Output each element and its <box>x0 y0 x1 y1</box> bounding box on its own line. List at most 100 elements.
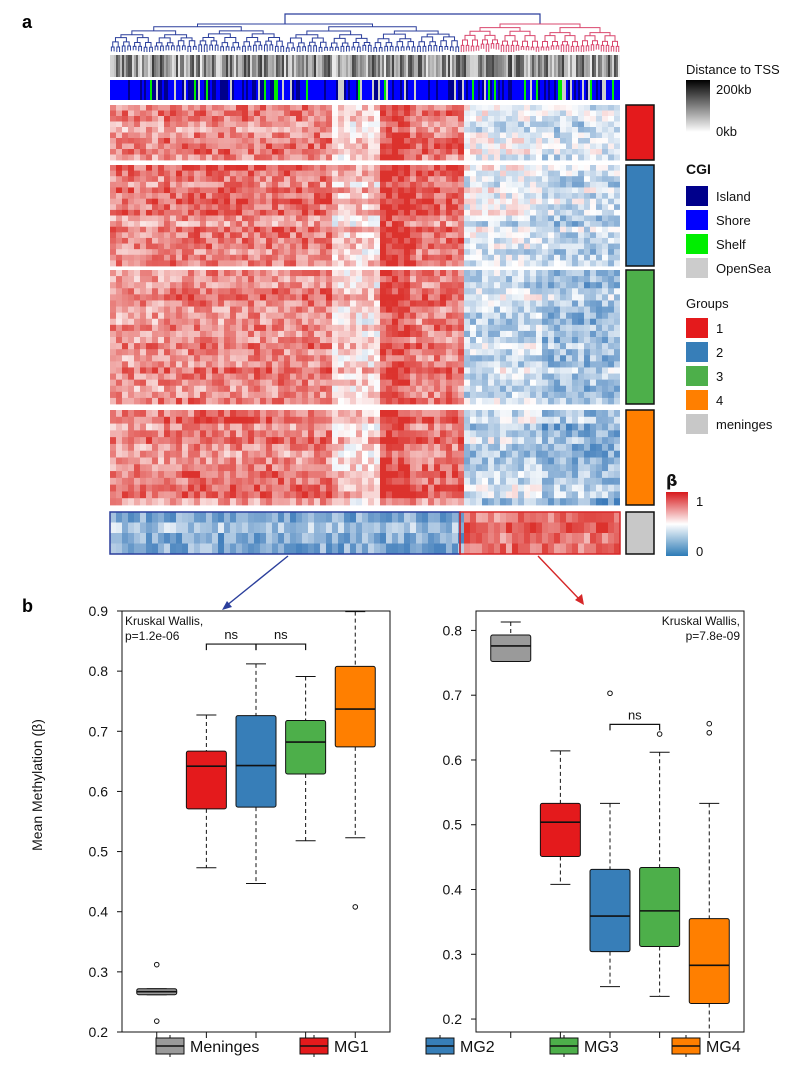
heatmap-cell <box>536 226 542 233</box>
heatmap-cell <box>404 300 410 307</box>
heatmap-cell <box>158 110 164 117</box>
heatmap-cell <box>428 260 434 267</box>
heatmap-cell <box>266 154 272 161</box>
heatmap-cell <box>302 373 308 381</box>
heatmap-cell <box>356 176 362 183</box>
heatmap-cell <box>170 121 176 128</box>
heatmap-cell <box>596 170 602 177</box>
heatmap-cell <box>164 198 170 205</box>
dendrogram-branch <box>552 41 558 46</box>
heatmap-cell <box>524 116 530 122</box>
heatmap-cell <box>428 143 434 150</box>
heatmap-cell <box>230 349 236 356</box>
heatmap-cell <box>578 349 584 356</box>
heatmap-cell <box>386 276 392 283</box>
heatmap-cell <box>416 170 422 177</box>
heatmap-cell <box>518 204 524 211</box>
heatmap-cell <box>464 343 470 350</box>
heatmap-cell <box>596 373 602 381</box>
heatmap-cell <box>176 343 182 350</box>
heatmap-cell <box>326 105 332 111</box>
heatmap-cell <box>236 143 242 150</box>
heatmap-cell <box>224 249 230 256</box>
heatmap-cell <box>134 270 140 277</box>
heatmap-cell <box>524 324 530 332</box>
heatmap-cell <box>308 127 314 133</box>
heatmap-cell <box>386 361 392 368</box>
heatmap-cell <box>506 373 512 381</box>
heatmap-cell <box>182 176 188 183</box>
distance-cell <box>174 55 176 77</box>
heatmap-cell <box>542 260 548 267</box>
heatmap-cell <box>338 270 344 277</box>
heatmap-cell <box>116 187 122 194</box>
distance-cell <box>536 55 538 77</box>
heatmap-cell <box>428 385 434 393</box>
heatmap-cell <box>578 170 584 177</box>
cgi-cell <box>472 80 474 100</box>
heatmap-cell <box>170 288 176 295</box>
heatmap-cell <box>110 410 116 418</box>
heatmap-cell <box>476 154 482 161</box>
heatmap-cell <box>500 337 506 344</box>
cgi-cell <box>376 80 378 100</box>
heatmap-cell <box>308 143 314 150</box>
cgi-cell <box>116 80 118 100</box>
cgi-cell <box>344 80 346 100</box>
heatmap-cell <box>146 349 152 356</box>
heatmap-cell <box>308 276 314 283</box>
dendrogram-branch <box>520 46 525 50</box>
heatmap-cell <box>386 143 392 150</box>
cgi-cell <box>130 80 132 100</box>
heatmap-cell <box>116 288 122 295</box>
heatmap-cell <box>374 121 380 128</box>
heatmap-cell <box>164 300 170 307</box>
heatmap-cell <box>482 282 488 289</box>
heatmap-cell <box>164 181 170 188</box>
heatmap-cell <box>296 397 302 405</box>
heatmap-cell <box>188 127 194 133</box>
heatmap-cell <box>608 397 614 405</box>
heatmap-cell <box>314 110 320 117</box>
heatmap-cell <box>584 127 590 133</box>
heatmap-cell <box>116 176 122 183</box>
heatmap-cell <box>260 254 266 261</box>
heatmap-cell <box>416 385 422 393</box>
heatmap-cell <box>146 204 152 211</box>
heatmap-cell <box>434 232 440 239</box>
heatmap-cell <box>218 276 224 283</box>
distance-cell <box>500 55 502 77</box>
heatmap-cell <box>410 215 416 222</box>
heatmap-cell <box>506 367 512 374</box>
heatmap-cell <box>488 397 494 405</box>
heatmap-cell <box>440 154 446 161</box>
heatmap-cell <box>320 215 326 222</box>
heatmap-cell <box>392 276 398 283</box>
heatmap-cell <box>128 349 134 356</box>
heatmap-cell <box>200 132 206 139</box>
dendrogram-branch <box>582 40 588 46</box>
heatmap-cell <box>158 260 164 267</box>
heatmap-cell <box>146 105 152 111</box>
heatmap-cell <box>302 116 308 122</box>
heatmap-cell <box>572 215 578 222</box>
heatmap-cell <box>272 270 278 277</box>
heatmap-cell <box>170 397 176 405</box>
heatmap-cell <box>458 282 464 289</box>
heatmap-cell <box>524 105 530 111</box>
heatmap-cell <box>206 300 212 307</box>
distance-cell <box>212 55 214 77</box>
heatmap-cell <box>212 116 218 122</box>
heatmap-cell <box>236 306 242 314</box>
heatmap-cell <box>440 300 446 307</box>
heatmap-cell <box>524 243 530 250</box>
cgi-cell <box>568 80 570 100</box>
heatmap-cell <box>422 270 428 277</box>
heatmap-cell <box>500 276 506 283</box>
heatmap-cell <box>146 237 152 244</box>
heatmap-cell <box>434 379 440 387</box>
heatmap-cell <box>416 215 422 222</box>
heatmap-cell <box>344 288 350 295</box>
heatmap-cell <box>428 282 434 289</box>
heatmap-cell <box>488 138 494 144</box>
